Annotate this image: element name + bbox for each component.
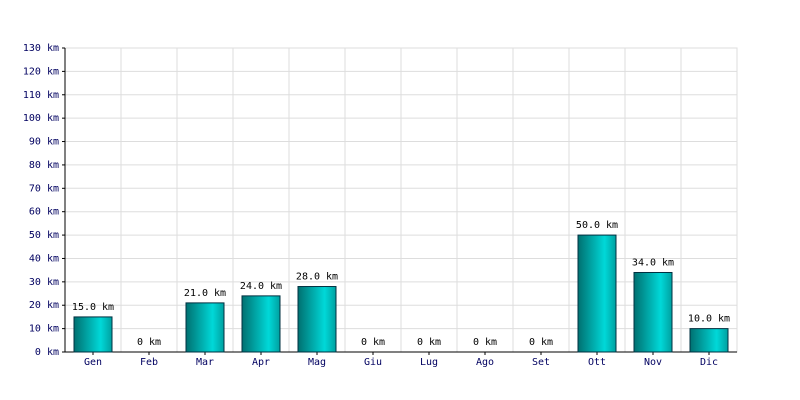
bar <box>185 302 225 353</box>
x-tick-label: Nov <box>644 357 662 368</box>
bar <box>577 234 617 353</box>
value-label: 15.0 km <box>72 302 114 313</box>
y-tick-label: 70 km <box>29 183 59 194</box>
bar <box>297 286 337 353</box>
y-tick-label: 0 km <box>35 347 59 358</box>
y-tick-label: 90 km <box>29 137 59 148</box>
value-label: 34.0 km <box>632 257 674 268</box>
x-tick-label: Lug <box>420 357 438 368</box>
bar <box>689 328 729 353</box>
x-tick-label: Dic <box>700 357 718 368</box>
x-tick-label: Set <box>532 357 550 368</box>
x-tick-label: Ago <box>476 357 494 368</box>
bar <box>73 316 113 353</box>
value-label: 0 km <box>361 337 385 348</box>
x-tick-label: Giu <box>364 357 382 368</box>
bar <box>633 271 673 353</box>
y-tick-label: 80 km <box>29 160 59 171</box>
value-label: 50.0 km <box>576 220 618 231</box>
y-tick-label: 40 km <box>29 253 59 264</box>
y-tick-label: 30 km <box>29 277 59 288</box>
value-label: 24.0 km <box>240 281 282 292</box>
x-tick-label: Apr <box>252 357 270 368</box>
value-label: 0 km <box>417 337 441 348</box>
value-label: 10.0 km <box>688 314 730 325</box>
x-tick-label: Ott <box>588 357 606 368</box>
x-tick-label: Mag <box>308 357 326 368</box>
y-tick-label: 110 km <box>23 90 59 101</box>
value-label: 0 km <box>529 337 553 348</box>
y-tick-label: 120 km <box>23 66 59 77</box>
x-tick-label: Feb <box>140 357 158 368</box>
value-label: 0 km <box>473 337 497 348</box>
bar <box>241 295 281 353</box>
y-tick-label: 50 km <box>29 230 59 241</box>
y-tick-label: 60 km <box>29 207 59 218</box>
x-tick-label: Gen <box>84 357 102 368</box>
value-label: 21.0 km <box>184 288 226 299</box>
y-tick-label: 20 km <box>29 300 59 311</box>
value-label: 28.0 km <box>296 272 338 283</box>
value-label: 0 km <box>137 337 161 348</box>
x-tick-label: Mar <box>196 357 214 368</box>
y-tick-label: 10 km <box>29 324 59 335</box>
y-tick-label: 130 km <box>23 43 59 54</box>
y-tick-label: 100 km <box>23 113 59 124</box>
